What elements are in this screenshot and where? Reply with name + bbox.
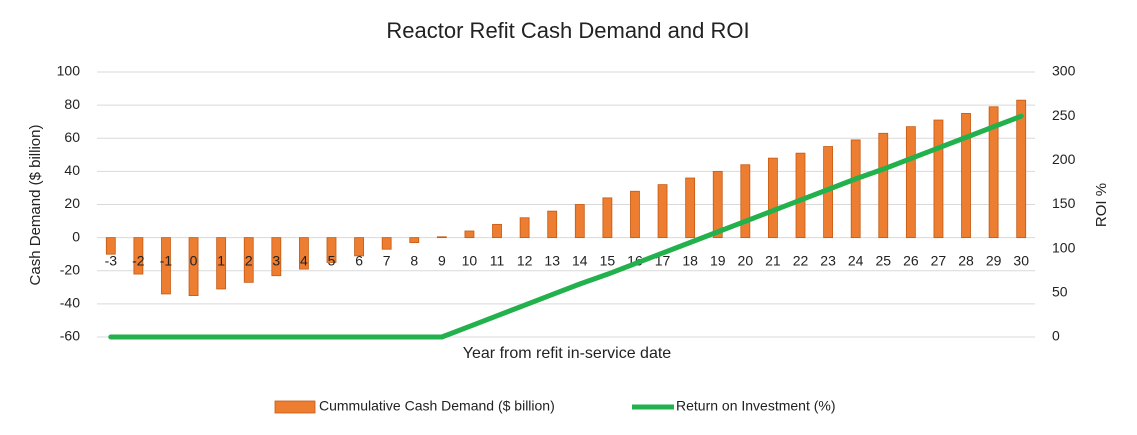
- chart-title: Reactor Refit Cash Demand and ROI: [386, 18, 749, 43]
- y-tick-label: 60: [64, 129, 80, 145]
- bar: [933, 119, 944, 239]
- x-tick-label: 28: [958, 252, 974, 268]
- bar: [299, 237, 309, 270]
- legend-label: Return on Investment (%): [676, 398, 836, 414]
- bar: [216, 237, 227, 290]
- y-axis-label: Cash Demand ($ billion): [27, 125, 44, 286]
- x-tick-label: -1: [160, 252, 173, 268]
- x-tick-label: 12: [517, 252, 533, 268]
- bar: [905, 126, 916, 239]
- bar: [574, 204, 585, 239]
- y-tick-label: -40: [60, 295, 80, 311]
- x-tick-label: 13: [544, 252, 560, 268]
- bar: [243, 237, 254, 283]
- bar: [878, 132, 889, 239]
- bar: [768, 157, 778, 239]
- y2-tick-label: 250: [1052, 107, 1076, 123]
- y-tick-label: 100: [57, 63, 81, 79]
- bar: [988, 106, 999, 239]
- bar: [188, 237, 199, 296]
- x-tick-label: 21: [765, 252, 781, 268]
- bar: [547, 210, 558, 239]
- bar: [657, 184, 668, 239]
- bar: [492, 223, 502, 239]
- y-tick-label: 20: [64, 195, 80, 211]
- x-tick-label: 11: [490, 252, 505, 268]
- y-tick-label: -20: [60, 261, 80, 277]
- x-tick-label: 26: [903, 252, 919, 268]
- bar: [685, 177, 696, 239]
- y-tick-label: 0: [72, 228, 80, 244]
- bar: [133, 237, 144, 275]
- bar: [602, 197, 613, 239]
- bar: [519, 217, 530, 239]
- x-tick-label: 30: [1013, 252, 1029, 268]
- y-tick-label: 40: [64, 162, 80, 178]
- bar: [271, 237, 282, 277]
- bar: [326, 237, 337, 263]
- legend-label: Cummulative Cash Demand ($ billion): [319, 398, 555, 414]
- x-tick-label: 25: [875, 252, 891, 268]
- bar: [105, 237, 116, 255]
- x-tick-label: 3: [272, 252, 280, 268]
- x-tick-label: 22: [793, 252, 809, 268]
- bar: [961, 113, 971, 239]
- x-tick-label: 1: [217, 252, 225, 268]
- x-tick-label: 2: [245, 252, 253, 268]
- x-tick-label: 27: [931, 252, 947, 268]
- y-tick-label: 80: [64, 96, 80, 112]
- y2-tick-label: 200: [1052, 151, 1076, 167]
- bar: [381, 237, 392, 250]
- x-tick-label: 6: [355, 252, 363, 268]
- y2-tick-label: 300: [1052, 63, 1076, 79]
- legend-swatch: [274, 400, 316, 414]
- bar: [1016, 99, 1027, 239]
- bar: [161, 237, 171, 295]
- x-tick-label: 5: [328, 252, 336, 268]
- y2-tick-label: 150: [1052, 195, 1076, 211]
- y2-axis-label: ROI %: [1093, 183, 1110, 227]
- x-tick-label: 14: [572, 252, 588, 268]
- y2-tick-label: 100: [1052, 239, 1076, 255]
- x-tick-label: 0: [190, 252, 198, 268]
- x-tick-label: 18: [682, 252, 698, 268]
- x-tick-label: 7: [383, 252, 391, 268]
- bar: [850, 139, 861, 239]
- y-tick-label: -60: [60, 328, 80, 344]
- x-tick-label: 19: [710, 252, 726, 268]
- x-tick-label: 20: [738, 252, 754, 268]
- x-tick-label: 10: [462, 252, 478, 268]
- bar: [740, 164, 751, 239]
- x-tick-label: 15: [600, 252, 616, 268]
- x-axis-label: Year from refit in-service date: [463, 345, 671, 362]
- y2-tick-label: 50: [1052, 284, 1068, 300]
- x-tick-label: 4: [300, 252, 308, 268]
- x-tick-label: 8: [410, 252, 418, 268]
- x-tick-label: 23: [820, 252, 836, 268]
- bar: [436, 236, 447, 239]
- bar: [464, 230, 475, 239]
- bar: [354, 237, 364, 257]
- bar: [712, 170, 723, 239]
- bar: [630, 190, 640, 239]
- line: [108, 113, 1024, 340]
- bar: [795, 152, 806, 239]
- y2-tick-label: 0: [1052, 328, 1060, 344]
- x-tick-label: 9: [438, 252, 446, 268]
- bar: [409, 237, 420, 243]
- x-tick-label: 24: [848, 252, 864, 268]
- x-tick-label: 29: [986, 252, 1002, 268]
- x-tick-label: -3: [105, 252, 118, 268]
- x-tick-label: -2: [132, 252, 145, 268]
